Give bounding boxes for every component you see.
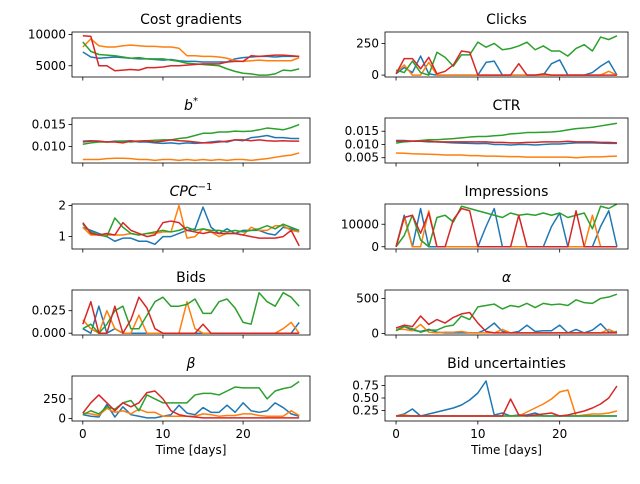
y-tick-label: 0	[371, 68, 379, 82]
y-tick-label: 1	[58, 230, 66, 244]
y-tick-label: 0.025	[32, 304, 66, 318]
subplot-bid-uncertainties: Bid uncertainties 0.250.500.75 0 10 20 Time […	[352, 356, 629, 457]
series-line-3	[82, 291, 300, 334]
axes-frame	[384, 31, 629, 78]
series-line-4	[82, 296, 300, 334]
subplot-title: β	[186, 356, 196, 372]
series-line-4	[395, 311, 617, 334]
subplot-clicks: Clicks 0 250	[356, 12, 629, 82]
subplot-title: α	[502, 270, 512, 286]
axes-frame	[384, 117, 629, 164]
x-tick-label: 20	[235, 427, 250, 441]
axes-frame	[71, 117, 311, 164]
y-tick-label: 0	[58, 412, 66, 426]
axes-frame	[384, 203, 629, 250]
x-tick-label: 0	[79, 427, 87, 441]
series-line-3	[82, 41, 300, 76]
subplot-plot-8: β 0 250 0 10 20 Time [days]	[43, 356, 311, 457]
subplot-title: CTR	[492, 98, 520, 114]
x-tick-label: 10	[470, 427, 485, 441]
series-line-3	[82, 217, 300, 238]
subplot-impressions: Impressions 0 10000	[341, 184, 629, 254]
y-tick-label: 0	[371, 327, 379, 341]
x-axis-label: Time [days]	[470, 443, 542, 457]
series-line-4	[82, 35, 300, 72]
series-line-4	[396, 140, 617, 144]
y-tick-label: 2	[58, 199, 66, 213]
series-line-2	[82, 152, 300, 162]
y-tick-label: 500	[356, 291, 379, 305]
y-tick-label: 0.75	[352, 379, 379, 393]
x-tick-label: 20	[552, 427, 567, 441]
series-line-2	[82, 38, 300, 63]
subplot-cpc-1: CPC−112	[58, 182, 311, 253]
y-tick-label: 0.010	[345, 137, 379, 151]
series-line-4	[82, 220, 300, 247]
y-tick-label: 250	[356, 36, 379, 50]
y-tick-label: 0	[371, 240, 379, 254]
y-tick-label: 250	[43, 392, 66, 406]
subplot-title: Clicks	[486, 12, 527, 28]
x-axis-label: Time [days]	[155, 443, 227, 457]
y-tick-label: 0.005	[345, 151, 379, 165]
subplot-title: Cost gradients	[140, 12, 242, 28]
axes-frame	[71, 31, 311, 78]
x-tick-label: 10	[155, 427, 170, 441]
series-line-4	[82, 390, 300, 419]
y-tick-label: 0.010	[32, 139, 66, 153]
y-tick-label: 0.015	[345, 124, 379, 138]
axes-frame	[71, 289, 311, 336]
y-tick-label: 0.015	[32, 118, 66, 132]
subplot-cost-gradients: Cost gradients 5000 10000	[28, 12, 311, 81]
series-line-3	[82, 123, 300, 145]
series-line-4	[82, 139, 300, 144]
axes-frame	[71, 203, 311, 250]
subplot-title: Bid uncertainties	[447, 356, 566, 372]
series-line-4	[395, 50, 617, 76]
y-tick-label: 0.50	[352, 391, 379, 405]
y-tick-label: 10000	[28, 28, 66, 42]
x-tick-label: 0	[392, 427, 400, 441]
series-line-3	[395, 35, 618, 76]
series-line-4	[396, 385, 618, 417]
series-line-2	[82, 204, 300, 239]
subplot-title: Bids	[176, 270, 206, 286]
series-line-2	[396, 152, 617, 159]
series-line-4	[395, 207, 617, 248]
subplot-bids: Bids 0.000 0.025	[32, 270, 311, 340]
axes-frame	[384, 375, 629, 422]
subplot-plot-7: α 0 500	[356, 270, 629, 341]
series-line-3	[395, 122, 618, 144]
y-tick-label: 0.000	[32, 326, 66, 340]
series-line-3	[395, 293, 618, 333]
y-tick-label: 5000	[35, 59, 66, 73]
y-tick-label: 0.25	[352, 404, 379, 418]
subplot-title: Impressions	[465, 184, 549, 200]
axes-frame	[384, 289, 629, 336]
y-tick-label: 10000	[341, 217, 379, 231]
